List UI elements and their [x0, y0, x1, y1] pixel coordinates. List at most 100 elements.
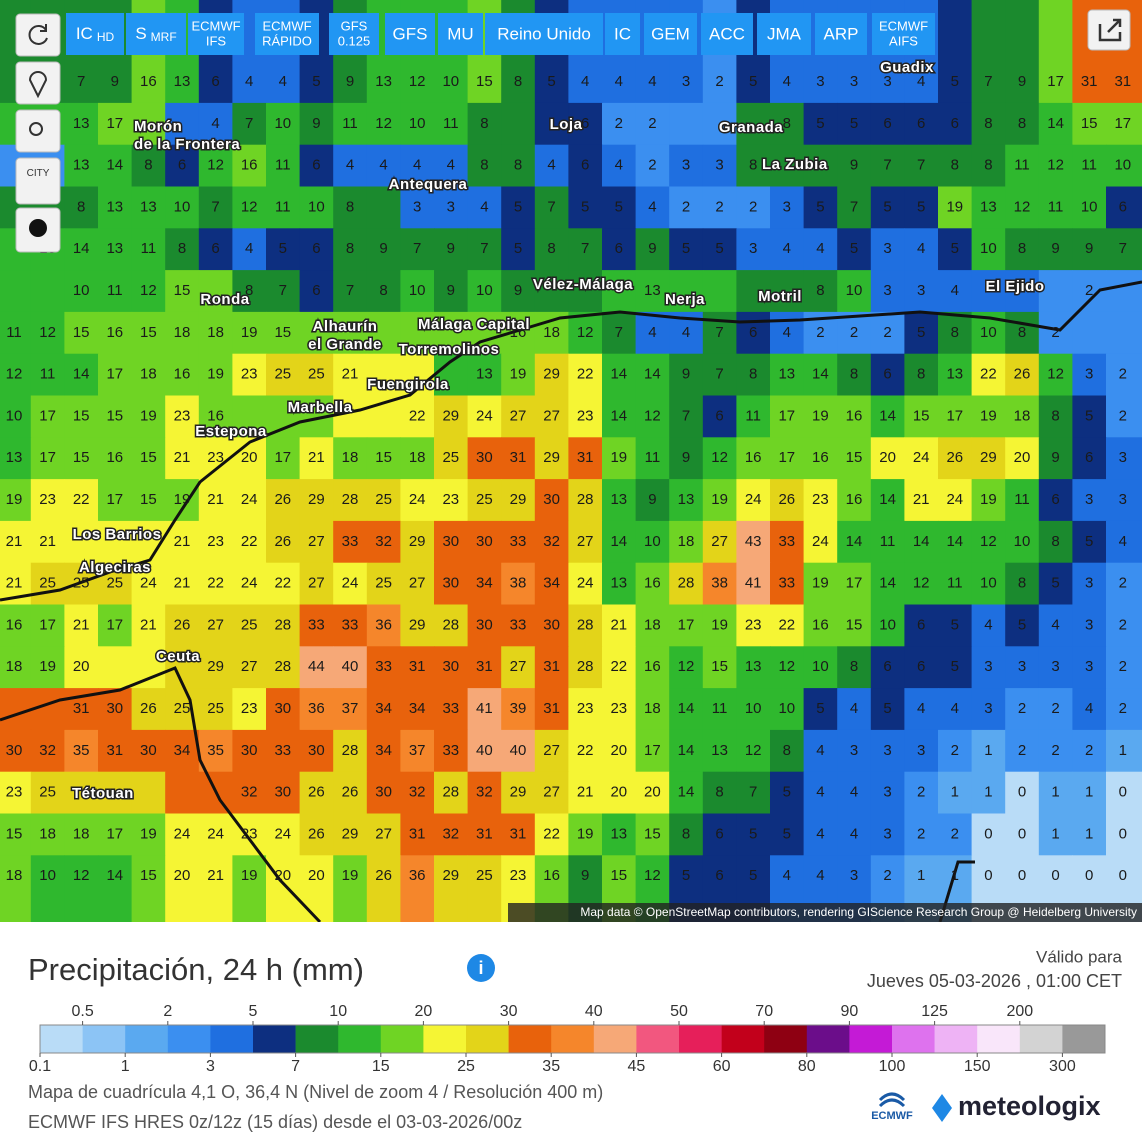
grid-value: 8: [951, 324, 959, 341]
city-button[interactable]: [15, 157, 61, 205]
grid-value: 14: [879, 407, 896, 424]
precip-cell: [669, 228, 704, 271]
precip-cell: [165, 270, 200, 313]
precip-cell: [904, 270, 939, 313]
title: Precipitación, 24 h (mm): [28, 952, 364, 987]
grid-value: 5: [883, 198, 891, 215]
precip-cell: [1038, 729, 1073, 773]
precip-cell: [501, 688, 536, 731]
precip-cell: [165, 855, 200, 923]
grid-value: 13: [73, 157, 90, 174]
model-button[interactable]: [701, 13, 753, 55]
info-icon: i: [478, 958, 483, 978]
grid-value: 21: [174, 449, 191, 466]
legend-swatch: [380, 1025, 424, 1053]
model-button[interactable]: [329, 13, 379, 55]
precip-cell: [1005, 479, 1040, 522]
precip-cell: [0, 604, 32, 647]
precip-cell: [635, 604, 670, 647]
grid-value: 31: [1081, 73, 1098, 90]
model-button[interactable]: [66, 13, 124, 55]
precip-cell: [501, 729, 536, 773]
precip-cell: [938, 520, 973, 564]
grid-value: 10: [274, 115, 291, 132]
precip-cell: [1106, 186, 1142, 229]
model-button[interactable]: [255, 13, 319, 55]
precip-cell: [366, 186, 401, 229]
grid-value: 31: [543, 700, 560, 717]
model-button[interactable]: [438, 13, 483, 55]
place-label: Guadix: [880, 59, 934, 76]
grid-value: 3: [1119, 491, 1127, 508]
model-button[interactable]: [644, 13, 697, 55]
grid-value: 21: [39, 533, 56, 550]
place-label: Antequera: [389, 176, 468, 193]
valid-time: Jueves 05-03-2026 , 01:00 CET: [867, 971, 1122, 991]
grid-value: 30: [476, 533, 493, 550]
precip-cell: [64, 144, 99, 187]
grid-value: 2: [615, 115, 623, 132]
model-button[interactable]: [385, 13, 435, 55]
precip-cell: [266, 144, 301, 187]
info-button[interactable]: [467, 954, 495, 982]
model-button[interactable]: [815, 13, 867, 55]
grid-value: 28: [342, 742, 359, 759]
grid-value: 8: [480, 157, 488, 174]
precip-cell: [1005, 102, 1040, 146]
grid-value: 17: [39, 449, 56, 466]
model-button[interactable]: [605, 13, 640, 55]
precip-cell: [770, 144, 805, 187]
grid-value: 17: [106, 115, 123, 132]
grid-value: 30: [6, 742, 23, 759]
grid-value: 2: [1119, 575, 1127, 592]
grid-value: 13: [711, 742, 728, 759]
grid-info: Mapa de cuadrícula 4,1 O, 36,4 N (Nivel …: [28, 1082, 603, 1102]
ecmwf-logo: ECMWF: [871, 1110, 913, 1122]
precip-cell: [0, 353, 32, 396]
precip-cell: [669, 353, 704, 396]
grid-value: 23: [577, 700, 594, 717]
grid-value: 19: [946, 198, 963, 215]
grid-value: 28: [442, 616, 459, 633]
grid-value: 3: [883, 73, 891, 90]
grid-value: 1: [984, 742, 992, 759]
place-label: Málaga Capital: [418, 316, 530, 333]
precip-cell: [837, 646, 872, 689]
locate-button[interactable]: [15, 61, 61, 105]
grid-value: 17: [106, 491, 123, 508]
precip-cell: [770, 186, 805, 229]
grid-value: 32: [39, 742, 56, 759]
grid-value: 9: [682, 449, 690, 466]
refresh-button[interactable]: [15, 13, 61, 57]
precip-cell: [366, 311, 401, 355]
model-button[interactable]: [485, 13, 603, 55]
grid-value: 25: [308, 366, 325, 383]
grid-value: 7: [615, 324, 623, 341]
grid-value: 3: [1085, 366, 1093, 383]
grid-value: 19: [174, 491, 191, 508]
precip-cell: [299, 604, 334, 647]
precip-cell: [602, 729, 637, 773]
model-button[interactable]: [757, 13, 811, 55]
precip-cell: [568, 771, 603, 814]
model-button[interactable]: [872, 13, 935, 55]
grid-value: 3: [816, 73, 824, 90]
grid-value: 3: [783, 198, 791, 215]
grid-value: 6: [715, 825, 723, 842]
model-button[interactable]: [126, 13, 186, 55]
precip-cell: [232, 311, 267, 355]
precip-cell: [366, 479, 401, 522]
grid-value: 34: [174, 742, 191, 759]
grid-value: 19: [711, 491, 728, 508]
grid-value: 19: [140, 825, 157, 842]
precip-cell: [299, 270, 334, 313]
zoom-button[interactable]: [15, 109, 61, 153]
grid-value: 4: [816, 742, 824, 759]
precip-cell: [602, 102, 637, 146]
model-button[interactable]: [188, 13, 244, 55]
precip-cell: [904, 562, 939, 605]
grid-value: 5: [749, 867, 757, 884]
grid-value: 17: [678, 616, 695, 633]
grid-value: 10: [745, 700, 762, 717]
precip-cell: [98, 144, 133, 187]
